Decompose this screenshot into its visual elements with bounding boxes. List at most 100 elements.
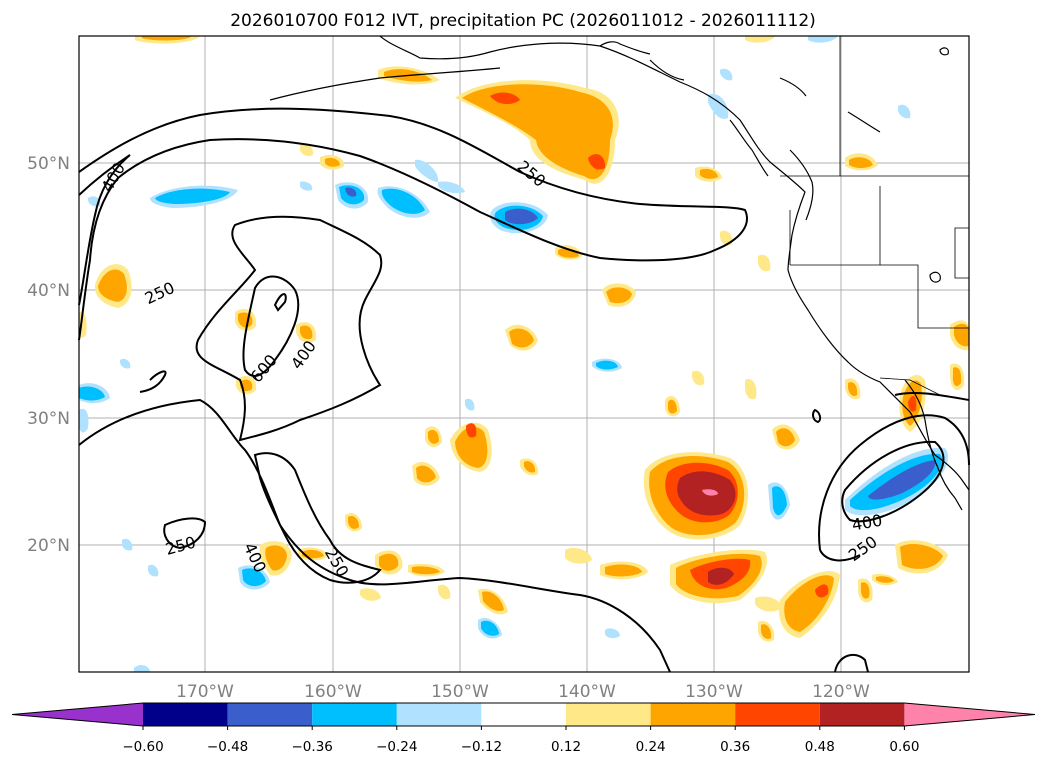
precip-patch-positive	[482, 591, 504, 611]
colorbar-tick-label: −0.36	[292, 739, 333, 755]
colorbar-bin	[566, 703, 651, 726]
ivt-contour-250	[139, 370, 167, 393]
precip-patch-positive	[606, 287, 632, 304]
precip-patch-positive	[605, 564, 642, 577]
precip-patch-negative	[381, 188, 425, 214]
precip-patch-negative	[481, 620, 499, 636]
precip-patch-positive	[438, 584, 451, 600]
precip-patch-negative	[79, 386, 105, 401]
lat-label: 30°N	[27, 409, 70, 429]
precip-patch-positive	[952, 367, 962, 387]
precip-patch-negative	[465, 398, 475, 411]
lat-label: 20°N	[27, 536, 70, 556]
lat-label: 50°N	[27, 154, 70, 174]
longitude-labels: 170°W 160°W 150°W 140°W 130°W 120°W	[176, 682, 870, 702]
precip-patch-positive	[848, 382, 858, 397]
precip-patch-positive	[428, 429, 439, 444]
map-frame	[78, 35, 970, 673]
ivt-contour-400	[253, 452, 382, 584]
precip-patch-negative	[505, 208, 538, 225]
precip-patch-negative	[415, 159, 439, 182]
ivt-contour-250	[812, 408, 822, 424]
precip-patch-negative	[79, 408, 89, 433]
latitude-labels: 50°N 40°N 30°N 20°N	[27, 154, 70, 556]
precip-patch-positive	[692, 370, 705, 386]
precip-patch-negative	[596, 360, 618, 370]
coastline	[269, 35, 970, 511]
colorbar-tick-label: −0.24	[376, 739, 417, 755]
ivt-contour-400	[78, 154, 131, 306]
lon-label: 120°W	[812, 682, 870, 702]
colorbar-tick-label: 0.24	[636, 739, 666, 755]
figure-title: 2026010700 F012 IVT, precipitation PC (2…	[230, 11, 816, 31]
colorbar-bin	[819, 703, 905, 726]
precip-patch-positive	[348, 516, 359, 529]
lon-label: 140°W	[558, 682, 616, 702]
lon-label: 130°W	[685, 682, 743, 702]
ivt-contour-400	[841, 440, 945, 523]
precip-patch-positive	[416, 465, 436, 483]
precip-patch-positive	[761, 624, 772, 639]
lon-label: 170°W	[176, 682, 234, 702]
precip-patch-negative	[772, 486, 787, 516]
precip-patch-positive	[455, 426, 488, 468]
precip-patch-negative	[720, 68, 733, 81]
precip-patch-positive	[702, 489, 718, 496]
precip-patch-positive	[708, 567, 734, 585]
precip-patch-positive	[745, 378, 757, 400]
precip-patch-negative	[438, 181, 465, 194]
precip-patch-positive	[98, 269, 127, 302]
colorbar-tick-label: 0.12	[551, 739, 581, 755]
precip-patch-positive	[379, 553, 399, 571]
precip-patch-negative	[148, 564, 159, 577]
precip-patch-negative	[808, 36, 838, 43]
ivt-contour-600	[273, 293, 287, 312]
precip-patch-positive	[462, 84, 613, 180]
ivt-contour-250	[78, 107, 748, 341]
colorbar-tick-label: 0.60	[889, 739, 919, 755]
ivt-contour-250	[834, 653, 869, 673]
colorbar-bin	[735, 703, 820, 726]
colorbar-tick-label: 0.36	[720, 739, 750, 755]
colorbar-tick-label: −0.60	[122, 739, 163, 755]
precip-patch-positive	[861, 582, 870, 599]
precip-patch-negative	[155, 188, 230, 204]
ivt-contour-400	[195, 215, 383, 442]
colorbar-bin	[12, 703, 143, 726]
precip-patch-positive	[300, 325, 313, 340]
lon-label: 160°W	[304, 682, 362, 702]
colorbar-bin	[396, 703, 482, 726]
precip-patch-positive	[490, 92, 520, 105]
precip-patch-negative	[122, 538, 133, 551]
ivt-contour-250	[163, 517, 207, 550]
colorbar-bin	[904, 703, 1035, 726]
precip-patch-positive	[720, 230, 733, 246]
precip-patch-positive	[668, 399, 677, 414]
colorbar-bin	[312, 703, 397, 726]
lat-label: 40°N	[27, 281, 70, 301]
precip-patch-positive	[815, 584, 829, 598]
lon-label: 150°W	[431, 682, 489, 702]
precip-patch-positive	[876, 576, 894, 583]
colorbar-bin	[227, 703, 313, 726]
precip-patch-positive	[565, 548, 592, 564]
ivt-contour-250	[818, 414, 970, 551]
precip-patch-positive	[776, 428, 795, 447]
precip-patch-positive	[849, 157, 873, 168]
precip-patch-negative	[898, 104, 911, 119]
precip-patch-negative	[345, 187, 357, 197]
precip-patch-positive	[466, 423, 477, 438]
precip-shading	[79, 36, 969, 672]
precip-patch-negative	[134, 665, 150, 672]
ivt-contour-250	[819, 549, 861, 562]
precip-patch-positive	[745, 36, 775, 43]
precip-patch-negative	[868, 460, 936, 500]
ivt-contour-250	[78, 398, 671, 673]
precip-patch-positive	[300, 143, 314, 157]
precip-patch-positive	[908, 395, 917, 412]
precip-patch-positive	[360, 588, 381, 601]
precip-patch-positive	[954, 323, 969, 347]
precip-patch-positive	[758, 254, 771, 272]
precip-patch-positive	[325, 157, 340, 167]
colorbar-tick-label: −0.12	[461, 739, 502, 755]
